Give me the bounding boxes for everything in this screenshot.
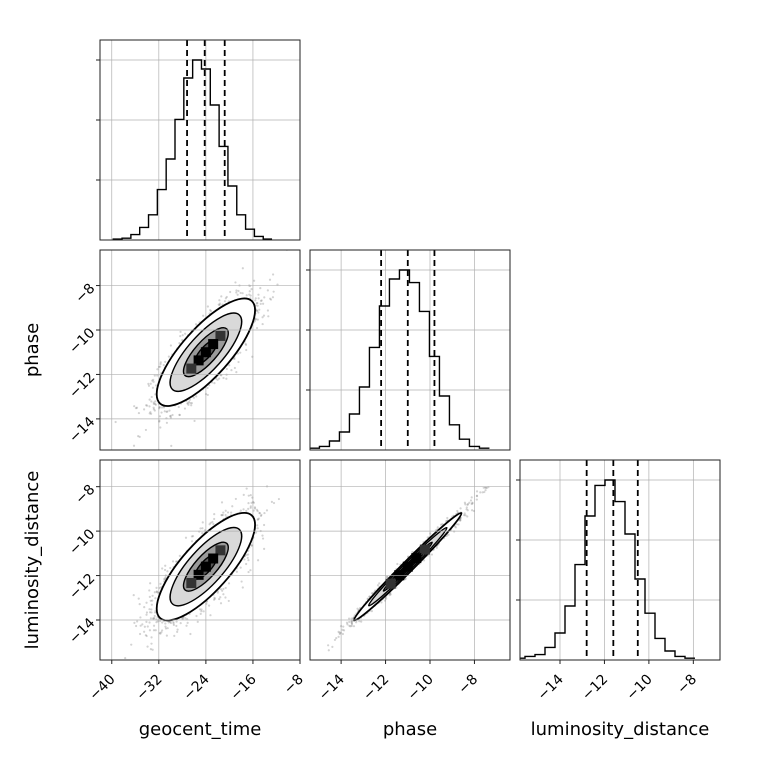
x-tick-label: −10: [405, 672, 437, 704]
density-cell: [419, 544, 430, 555]
density-cell: [193, 569, 204, 580]
y-tick-label: −12: [66, 369, 98, 401]
scatter-panel-geocent_time-vs-luminosity_distance: −14 −12 −10 −8 −40 −32 −24 −16 −8: [66, 459, 307, 704]
y-axis-label-luminosity_distance: luminosity_distance: [22, 471, 43, 650]
x-tick-label: −40: [86, 672, 118, 704]
hist-panel-geocent_time: [96, 39, 301, 241]
x-tick-label: −8: [455, 672, 481, 698]
density-cell: [215, 545, 226, 556]
density-cell: [208, 339, 219, 350]
x-axis-label-phase: phase: [383, 719, 437, 740]
density-cell: [208, 553, 219, 564]
density-cell: [402, 561, 413, 572]
panel-frame: [309, 249, 511, 451]
x-tick-label: −12: [360, 672, 392, 704]
histogram-luminosity_distance: [520, 479, 695, 659]
panel-frame: [99, 39, 301, 241]
x-axis-label-geocent_time: geocent_time: [139, 719, 262, 740]
density-cell: [193, 355, 204, 366]
density-cell: [200, 347, 211, 358]
x-tick-label: −10: [624, 672, 656, 704]
density-cell: [186, 578, 197, 589]
panel-frame: [519, 459, 721, 661]
x-tick-label: −32: [133, 672, 165, 704]
panel-frame: [99, 249, 301, 451]
y-tick-label: −8: [72, 482, 98, 508]
density-cell: [186, 363, 197, 374]
y-tick-label: −14: [66, 414, 98, 446]
panel-frame: [99, 459, 301, 661]
hist-panel-luminosity_distance: −14 −12 −10 −8: [516, 459, 721, 704]
histogram-phase: [310, 269, 490, 450]
y-tick-label: −10: [66, 526, 98, 558]
x-tick-label: −16: [228, 671, 260, 703]
x-tick-label: −8: [281, 672, 307, 698]
y-axis-label-phase: phase: [22, 323, 43, 377]
x-tick-label: −14: [316, 671, 348, 703]
density-cell: [200, 561, 211, 572]
y-tick-label: −10: [66, 325, 98, 357]
density-cell: [385, 578, 396, 589]
density-cell: [394, 570, 405, 581]
x-tick-label: −12: [579, 672, 611, 704]
y-tick-label: −8: [72, 281, 98, 307]
histogram-geocent_time: [112, 59, 273, 240]
density-cell: [215, 330, 226, 341]
scatter-panel-geocent_time-vs-phase: −14 −12 −10 −8: [66, 249, 301, 451]
x-axis-label-luminosity_distance: luminosity_distance: [531, 719, 710, 740]
y-tick-label: −12: [66, 571, 98, 603]
panel-frame: [309, 459, 511, 661]
density-cell: [411, 553, 422, 564]
scatter-panel-phase-vs-luminosity_distance: −14 −12 −10 −8: [309, 459, 511, 704]
y-tick-label: −14: [66, 615, 98, 647]
x-tick-label: −8: [674, 672, 700, 698]
hist-panel-phase: [306, 249, 511, 451]
x-tick-label: −24: [181, 671, 213, 703]
x-tick-label: −14: [535, 671, 567, 703]
